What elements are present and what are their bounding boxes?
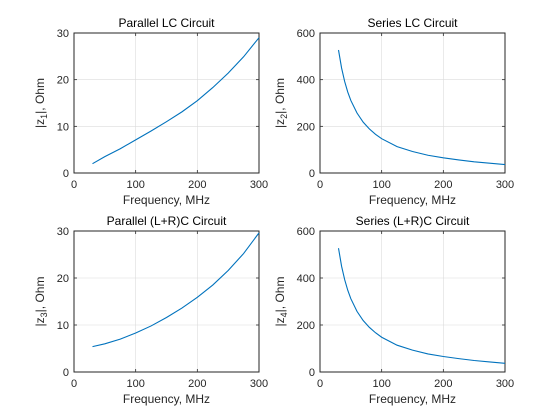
series-line-1 <box>337 248 506 364</box>
x-axis-label: Frequency, MHz <box>369 392 456 406</box>
subplot-4: 0 100 200 300 0 200 400 600 Series (L+R)C Circui… <box>273 214 514 406</box>
y-tick-label: 400 <box>297 75 315 87</box>
chart-title: Parallel LC Circuit <box>118 16 215 30</box>
series-line-1 <box>92 37 260 165</box>
subplot-1: 0 100 200 300 0 10 20 30 Parallel LC Circuit Freq… <box>33 16 268 207</box>
x-tick-label: 0 <box>317 378 323 390</box>
x-tick-label: 100 <box>126 179 144 191</box>
x-tick-label: 200 <box>434 179 452 191</box>
x-tick-label: 0 <box>317 179 323 191</box>
y-tick-label: 200 <box>297 320 315 332</box>
chart-title: Parallel (L+R)C Circuit <box>107 214 227 228</box>
axes-frame <box>319 32 506 174</box>
x-axis-label: Frequency, MHz <box>123 392 210 406</box>
x-axis-label: Frequency, MHz <box>123 193 210 207</box>
chart-title: Series (L+R)C Circuit <box>356 214 470 228</box>
y-tick-label: 0 <box>309 367 315 379</box>
series-line-1 <box>92 232 260 348</box>
x-tick-label: 200 <box>188 378 206 390</box>
y-tick-label: 10 <box>57 320 69 332</box>
series-line-1 <box>337 49 506 166</box>
x-tick-label: 100 <box>126 378 144 390</box>
x-tick-label: 200 <box>434 378 452 390</box>
x-tick-label: 0 <box>71 179 77 191</box>
subplot-2: 0 100 200 300 0 200 400 600 Series LC Circuit Fre… <box>273 16 514 207</box>
x-axis-label: Frequency, MHz <box>369 193 456 207</box>
x-tick-label: 100 <box>372 378 390 390</box>
y-axis-label: |z3|, Ohm <box>33 277 49 327</box>
y-tick-label: 30 <box>57 226 69 238</box>
y-axis-label: |z4|, Ohm <box>273 277 289 327</box>
y-tick-label: 600 <box>297 28 315 40</box>
axes-frame <box>319 230 506 373</box>
y-tick-label: 400 <box>297 273 315 285</box>
y-tick-label: 20 <box>57 75 69 87</box>
y-tick-label: 20 <box>57 273 69 285</box>
axes-frame <box>73 230 260 373</box>
y-axis-label: |z1|, Ohm <box>33 78 49 128</box>
subplot-3: 0 100 200 300 0 10 20 30 Parallel (L+R)C Circuit… <box>33 214 268 406</box>
x-tick-label: 300 <box>250 378 268 390</box>
y-tick-label: 30 <box>57 28 69 40</box>
y-tick-label: 0 <box>309 168 315 180</box>
y-tick-label: 10 <box>57 121 69 133</box>
y-tick-label: 600 <box>297 226 315 238</box>
y-axis-label: |z2|, Ohm <box>273 78 289 128</box>
x-tick-label: 200 <box>188 179 206 191</box>
x-tick-label: 300 <box>496 179 514 191</box>
chart-title: Series LC Circuit <box>367 16 458 30</box>
x-tick-label: 300 <box>496 378 514 390</box>
y-tick-label: 200 <box>297 121 315 133</box>
x-tick-label: 300 <box>250 179 268 191</box>
y-tick-label: 0 <box>63 367 69 379</box>
y-tick-label: 0 <box>63 168 69 180</box>
x-tick-label: 100 <box>372 179 390 191</box>
axes-frame <box>73 32 260 174</box>
x-tick-label: 0 <box>71 378 77 390</box>
